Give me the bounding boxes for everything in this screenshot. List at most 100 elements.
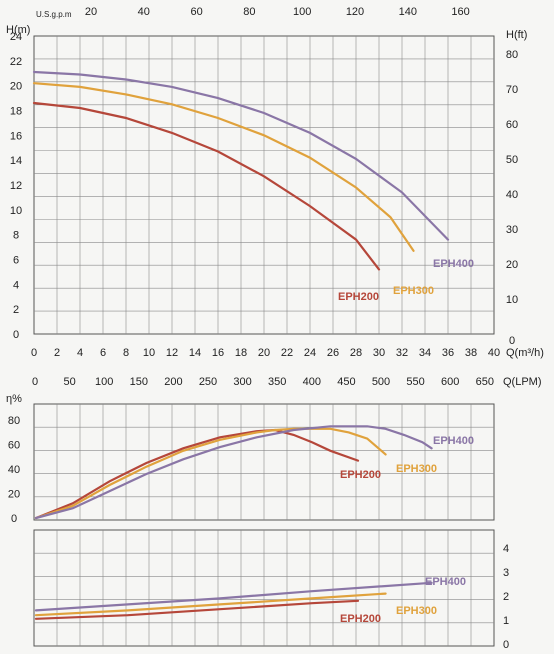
efficiency-top-ticks: 0 50 100 150 200 250 300 350 400 450 500 550 600 650	[32, 376, 494, 388]
efficiency-line-eph200	[34, 428, 360, 520]
efficiency-y-tick-label: 40	[8, 464, 20, 476]
efficiency-top-tick-label: 650	[476, 376, 494, 388]
head-y-right-ticks: 0 10 20 30 40 50 60 70 80	[506, 49, 518, 347]
efficiency-top-tick-label: 250	[199, 376, 217, 388]
power-y-right-tick-label: 2	[503, 591, 509, 603]
head-y-tick-label: 12	[10, 180, 22, 192]
power-y-right-tick-label: 1	[503, 615, 509, 627]
head-line-eph200	[32, 101, 381, 271]
efficiency-y-tick-label: 60	[8, 440, 20, 452]
head-chart: U.S.g.p.m 20 40 60 80 100 120 140 160 H(m) H(ft…	[6, 6, 544, 359]
efficiency-top-tick-label: 400	[303, 376, 321, 388]
head-x-tick-label: 12	[166, 347, 178, 359]
efficiency-top-tick-label: 150	[130, 376, 148, 388]
head-x-tick-label: 22	[281, 347, 293, 359]
head-y-right-tick-label: 0	[509, 335, 515, 347]
head-y-right-tick-label: 80	[506, 49, 518, 61]
head-ylabel-right: H(ft)	[506, 29, 527, 41]
efficiency-legend-eph400: EPH400	[433, 435, 474, 447]
head-x-tick-label: 2	[54, 347, 60, 359]
head-x-tick-label: 30	[373, 347, 385, 359]
head-legend-eph300: EPH300	[393, 285, 434, 297]
head-y-right-tick-label: 50	[506, 154, 518, 166]
efficiency-top-tick-label: 0	[32, 376, 38, 388]
efficiency-grid	[34, 404, 494, 520]
head-top-tick-label: 20	[85, 6, 97, 18]
power-y-right-tick-label: 3	[503, 567, 509, 579]
head-x-tick-label: 0	[31, 347, 37, 359]
power-y-right-ticks: 0 1 2 3 4	[503, 543, 509, 651]
head-x-ticks: 0 2 4 6 8 10 12 14 16 18 20 22 24 26 28 30 32 34 36 38 40	[31, 347, 500, 359]
head-top-tick-label: 60	[190, 6, 202, 18]
efficiency-top-tick-label: 300	[233, 376, 251, 388]
head-y-right-tick-label: 30	[506, 224, 518, 236]
head-top-ticks: 20 40 60 80 100 120 140 160	[85, 6, 470, 18]
efficiency-top-tick-label: 50	[63, 376, 75, 388]
head-line-eph400	[32, 70, 450, 241]
efficiency-legend-eph300: EPH300	[396, 463, 437, 475]
efficiency-y-tick-label: 20	[8, 489, 20, 501]
efficiency-y-tick-label: 80	[8, 415, 20, 427]
head-y-right-tick-label: 40	[506, 189, 518, 201]
head-y-tick-label: 2	[13, 304, 19, 316]
power-grid	[34, 530, 494, 646]
head-y-tick-label: 14	[10, 155, 22, 167]
power-chart: 0 1 2 3 4 EPH200 EPH300 EPH400	[33, 529, 509, 651]
efficiency-series-lines	[34, 425, 433, 520]
head-x-tick-label: 38	[465, 347, 477, 359]
head-x-tick-label: 28	[350, 347, 362, 359]
head-y-tick-label: 18	[10, 106, 22, 118]
efficiency-y-ticks: 0 20 40 60 80	[8, 415, 20, 525]
efficiency-legend-eph200: EPH200	[340, 469, 381, 481]
power-line-eph300	[34, 592, 387, 617]
head-y-tick-label: 10	[10, 205, 22, 217]
head-y-right-tick-label: 60	[506, 119, 518, 131]
power-legend-eph300: EPH300	[396, 605, 437, 617]
power-legend-eph400: EPH400	[425, 576, 466, 588]
efficiency-top-tick-label: 350	[268, 376, 286, 388]
efficiency-line-eph300	[34, 427, 387, 520]
head-y-tick-label: 4	[13, 279, 19, 291]
head-x-tick-label: 40	[488, 347, 500, 359]
head-x-tick-label: 20	[258, 347, 270, 359]
power-series-lines	[34, 581, 433, 620]
head-y-right-tick-label: 10	[506, 294, 518, 306]
head-top-tick-label: 40	[138, 6, 150, 18]
head-grid	[34, 36, 494, 334]
efficiency-top-axis-label: Q(LPM)	[503, 376, 542, 388]
head-x-tick-label: 26	[327, 347, 339, 359]
power-legend-eph200: EPH200	[340, 613, 381, 625]
head-y-tick-label: 8	[13, 230, 19, 242]
power-line-eph200	[34, 599, 360, 620]
head-x-tick-label: 16	[212, 347, 224, 359]
head-x-tick-label: 32	[396, 347, 408, 359]
head-ylabel: H(m)	[6, 24, 30, 36]
head-legend-eph400: EPH400	[433, 258, 474, 270]
head-y-tick-label: 20	[10, 81, 22, 93]
head-x-tick-label: 14	[189, 347, 201, 359]
head-y-tick-label: 24	[10, 31, 22, 43]
efficiency-line-eph400	[34, 425, 433, 520]
head-x-tick-label: 34	[419, 347, 431, 359]
head-line-eph300	[32, 82, 415, 252]
power-y-right-tick-label: 4	[503, 543, 509, 555]
efficiency-top-tick-label: 500	[372, 376, 390, 388]
head-top-tick-label: 120	[346, 6, 364, 18]
head-top-tick-label: 80	[243, 6, 255, 18]
head-x-tick-label: 4	[77, 347, 83, 359]
power-y-right-tick-label: 0	[503, 639, 509, 651]
efficiency-top-tick-label: 600	[441, 376, 459, 388]
head-y-tick-label: 6	[13, 255, 19, 267]
head-y-tick-label: 0	[13, 329, 19, 341]
head-top-tick-label: 160	[451, 6, 469, 18]
efficiency-ylabel: η%	[6, 393, 22, 405]
efficiency-top-tick-label: 550	[406, 376, 424, 388]
head-y-tick-label: 22	[10, 56, 22, 68]
efficiency-top-tick-label: 200	[164, 376, 182, 388]
head-x-tick-label: 36	[442, 347, 454, 359]
efficiency-y-tick-label: 0	[11, 513, 17, 525]
head-y-right-tick-label: 70	[506, 84, 518, 96]
head-y-right-tick-label: 20	[506, 259, 518, 271]
head-y-tick-label: 16	[10, 130, 22, 142]
head-top-axis-label: U.S.g.p.m	[36, 10, 72, 19]
